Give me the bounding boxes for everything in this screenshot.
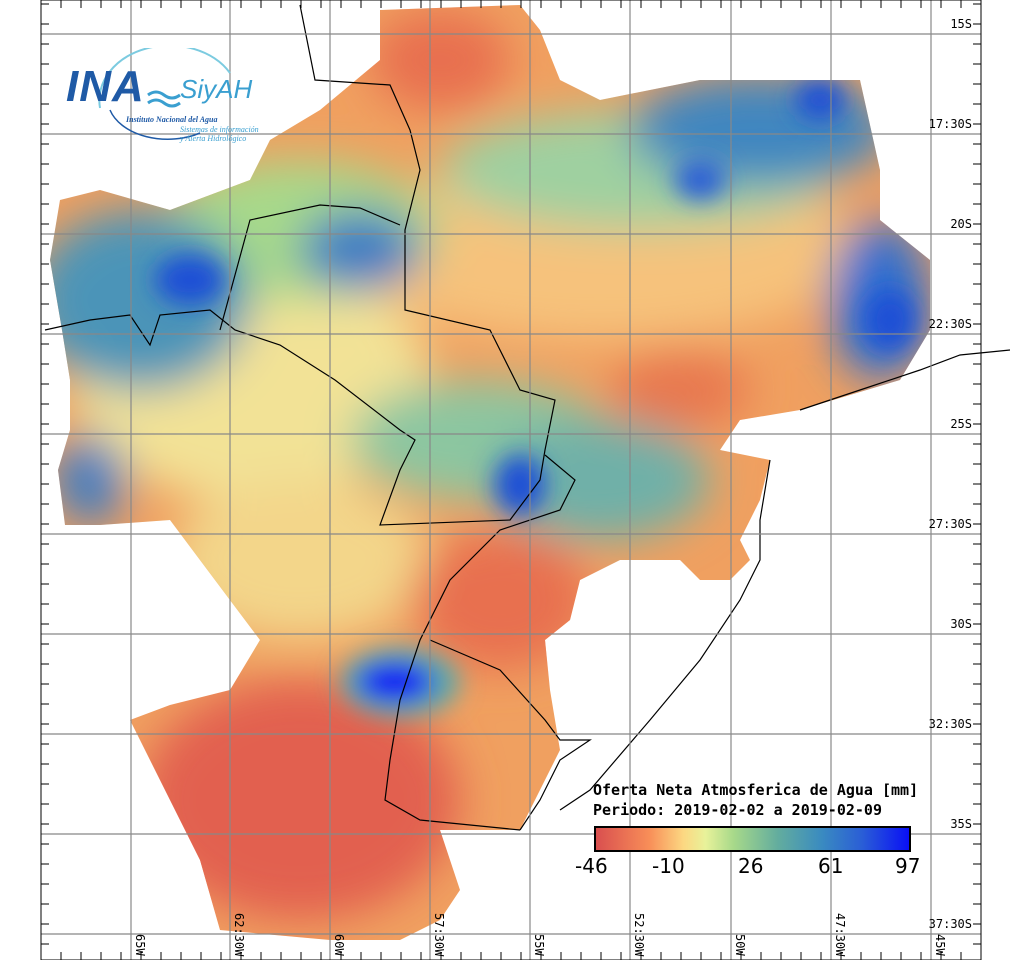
logo-system-line1: Sistemas de información bbox=[180, 125, 259, 134]
country-borders bbox=[44, 4, 1011, 831]
axis-ticks bbox=[40, 0, 982, 960]
logo-ina: INA bbox=[66, 62, 145, 111]
lat-label: 22:30S bbox=[928, 317, 972, 331]
logo-arc-icon bbox=[98, 48, 231, 140]
legend-title-block: Oferta Neta Atmosferica de Agua [mm] Peri… bbox=[593, 780, 918, 820]
lon-label: 52:30W bbox=[632, 912, 646, 956]
lon-label: 57:30W bbox=[432, 912, 446, 956]
legend-period: Periodo: 2019-02-02 a 2019-02-09 bbox=[593, 801, 882, 819]
lon-label: 62:30W bbox=[232, 912, 246, 956]
ina-siyah-logo: INA SiyAH Instituto Nacional del Agua Si… bbox=[60, 48, 270, 148]
colorbar-label: 61 bbox=[818, 854, 844, 878]
colorbar-label: 97 bbox=[895, 854, 921, 878]
colorbar-label: -10 bbox=[652, 854, 685, 878]
lat-label: 30S bbox=[950, 617, 972, 631]
lat-label: 15S bbox=[950, 17, 972, 31]
lat-label: 17:30S bbox=[928, 117, 972, 131]
colorbar-label: -46 bbox=[575, 854, 608, 878]
lat-label: 32:30S bbox=[928, 717, 972, 731]
lon-label: 65W bbox=[133, 934, 147, 956]
lat-label: 35S bbox=[950, 817, 972, 831]
colorbar bbox=[594, 826, 911, 852]
lat-label: 25S bbox=[950, 417, 972, 431]
lon-label: 55W bbox=[532, 934, 546, 956]
lat-label: 37:30S bbox=[928, 917, 972, 931]
legend-title: Oferta Neta Atmosferica de Agua [mm] bbox=[593, 781, 919, 799]
logo-system-line2: y Alerta Hidrológico bbox=[180, 134, 247, 143]
colorbar-label: 26 bbox=[738, 854, 764, 878]
lat-label: 27:30S bbox=[928, 517, 972, 531]
graticule bbox=[41, 0, 981, 960]
lon-label: 50W bbox=[733, 934, 747, 956]
lon-label: 47:30W bbox=[833, 912, 847, 956]
lon-label: 45W bbox=[933, 934, 947, 956]
lon-label: 60W bbox=[332, 934, 346, 956]
lat-label: 20S bbox=[950, 217, 972, 231]
map-frame bbox=[40, 0, 982, 960]
logo-system: Sistemas de información y Alerta Hidroló… bbox=[180, 125, 290, 143]
logo-siyah: SiyAH bbox=[180, 74, 253, 104]
logo-institute: Instituto Nacional del Agua bbox=[126, 115, 218, 124]
